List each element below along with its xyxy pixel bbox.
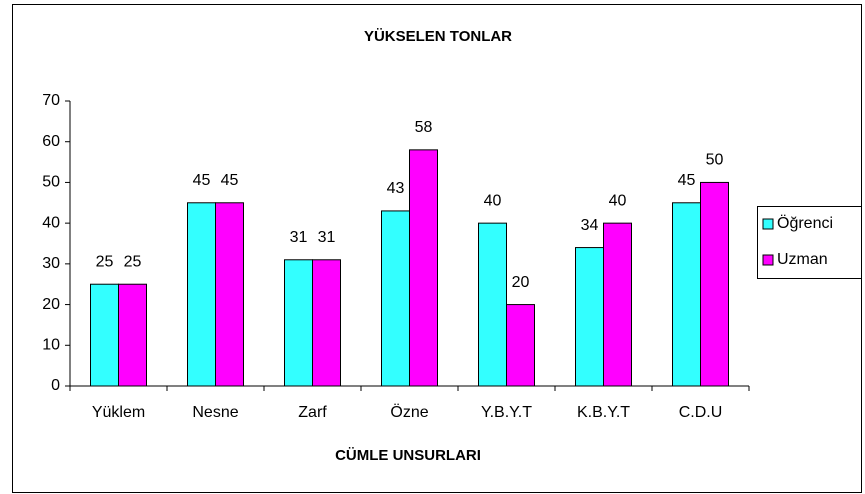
x-tick-label: Y.B.Y.T [481, 404, 532, 421]
value-label: 31 [290, 229, 308, 246]
x-tick-label: C.D.U [679, 404, 723, 421]
value-label: 45 [193, 172, 211, 189]
legend [757, 206, 862, 279]
x-tick-label: Nesne [192, 404, 238, 421]
y-tick-label: 30 [42, 255, 60, 272]
value-label: 45 [221, 172, 239, 189]
value-label: 34 [581, 217, 599, 234]
bar [284, 259, 313, 387]
x-tick-label: Yüklem [92, 404, 145, 421]
bar [312, 259, 341, 387]
y-tick-label: 10 [42, 337, 60, 354]
value-label: 40 [609, 192, 627, 209]
y-tick-label: 0 [51, 377, 60, 394]
y-tick-label: 20 [42, 296, 60, 313]
x-tick-label: K.B.Y.T [577, 404, 630, 421]
chart-title: YÜKSELEN TONLAR [364, 28, 512, 45]
bar [506, 304, 535, 387]
x-tick-label: Zarf [298, 404, 327, 421]
bar [215, 202, 244, 387]
y-tick-label: 50 [42, 174, 60, 191]
value-label: 43 [387, 180, 405, 197]
x-axis-label: CÜMLE UNSURLARI [335, 447, 481, 464]
value-label: 25 [124, 253, 142, 270]
bar [575, 247, 604, 387]
value-label: 20 [512, 274, 530, 291]
legend-label: Öğrenci [777, 214, 833, 232]
bar [478, 222, 507, 387]
legend-label: Uzman [777, 251, 828, 268]
value-label: 45 [678, 172, 696, 189]
bar [187, 202, 216, 387]
bar [381, 210, 410, 387]
bar [118, 283, 147, 387]
value-label: 40 [484, 192, 502, 209]
x-tick-label: Özne [390, 403, 428, 421]
bar [90, 283, 119, 387]
bar [603, 222, 632, 387]
legend-swatch [762, 254, 774, 266]
y-tick-label: 70 [42, 92, 60, 109]
y-tick-label: 60 [42, 133, 60, 150]
bar [409, 149, 438, 387]
value-label: 31 [318, 229, 336, 246]
legend-swatch [762, 218, 774, 230]
bar [672, 202, 701, 387]
y-tick-label: 40 [42, 214, 60, 231]
value-label: 25 [96, 253, 114, 270]
bar [700, 181, 729, 387]
value-label: 50 [706, 152, 724, 169]
value-label: 58 [415, 119, 433, 136]
